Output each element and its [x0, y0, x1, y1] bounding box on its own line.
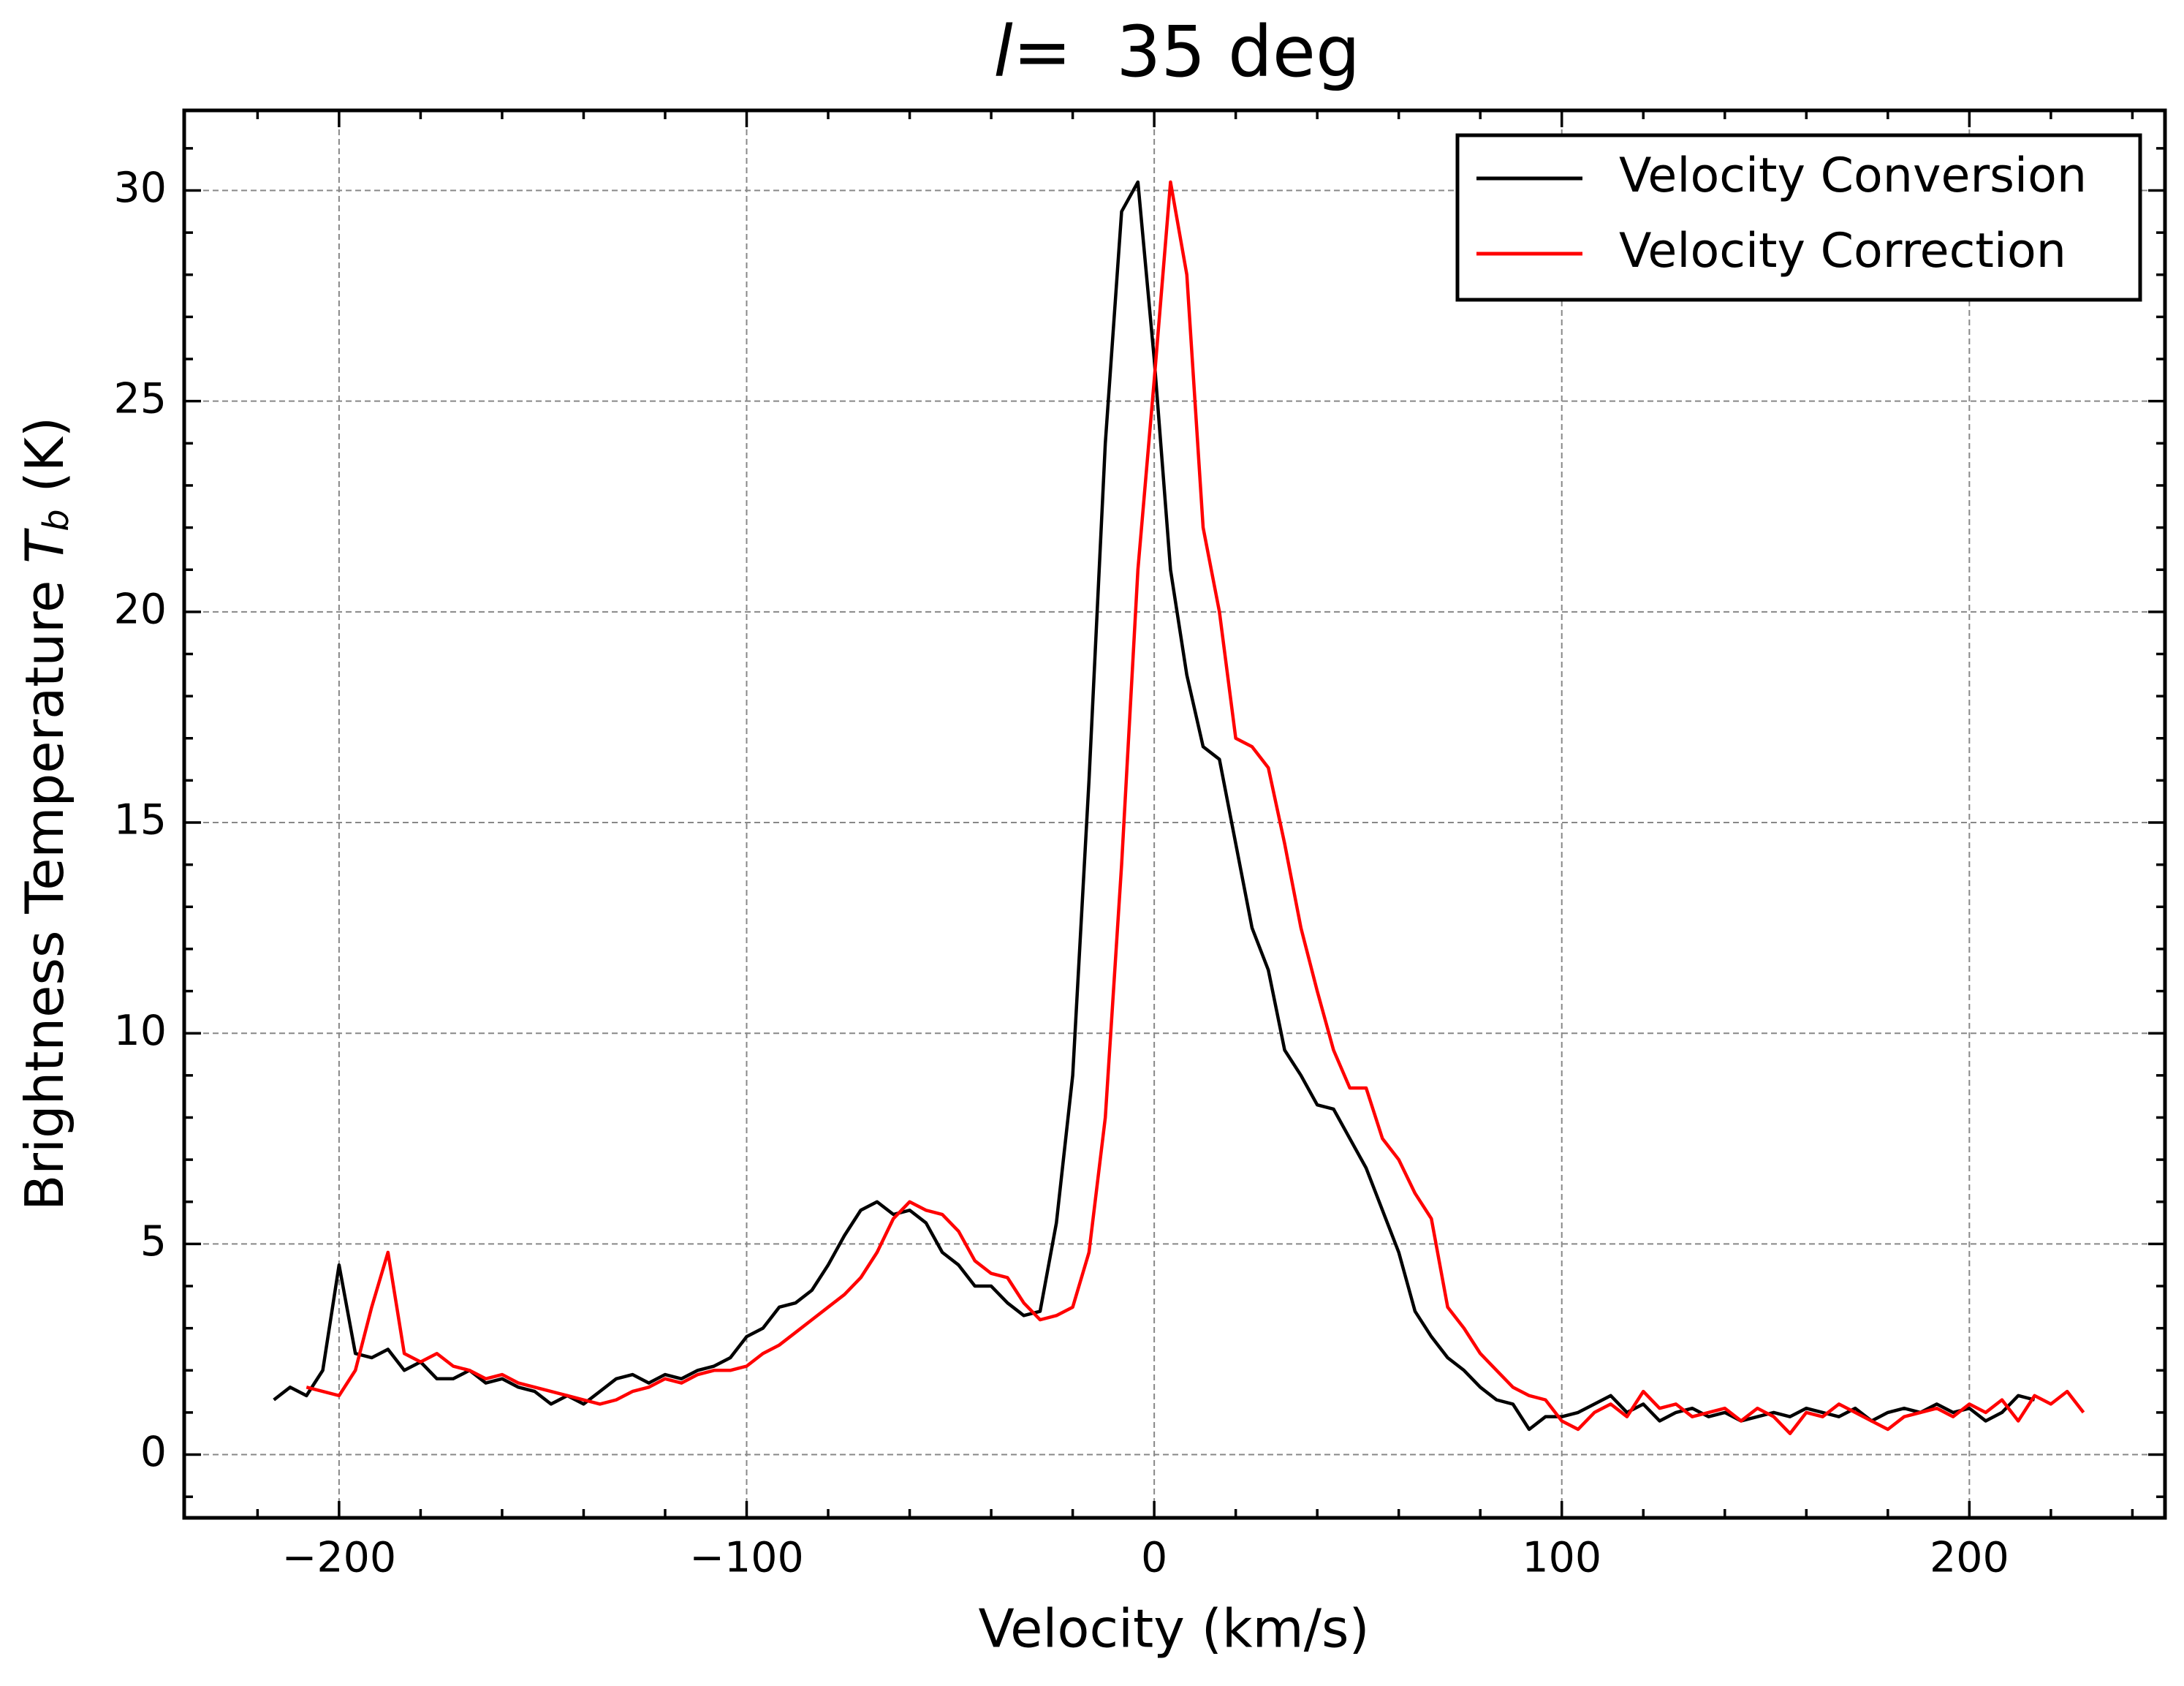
y-axis-label: Brightness Temperature Tb (K)	[14, 417, 77, 1211]
data-line	[306, 180, 2085, 1435]
y-tick-label: 0	[140, 1428, 167, 1476]
x-tick-label: 200	[1930, 1534, 2009, 1582]
plot-frame	[182, 108, 2167, 1520]
chart-title: l= 35 deg	[993, 11, 1360, 93]
y-label-unit: (K)	[14, 417, 75, 509]
x-axis-label: Velocity (km/s)	[978, 1598, 1369, 1660]
title-variable: l	[993, 11, 1013, 93]
y-label-sub: b	[36, 509, 77, 531]
x-tick-label: −200	[282, 1534, 397, 1582]
x-tick-label: 100	[1522, 1534, 1601, 1582]
y-tick-label: 20	[113, 585, 167, 633]
y-tick-label: 30	[113, 164, 167, 212]
x-tick-label: −100	[689, 1534, 804, 1582]
y-tick-label: 15	[113, 796, 167, 844]
y-tick-label: 25	[113, 374, 167, 423]
y-label-var: T	[14, 528, 75, 564]
title-text: = 35 deg	[1013, 11, 1360, 93]
x-tick-label: 0	[1141, 1534, 1167, 1582]
y-tick-label: 10	[113, 1007, 167, 1055]
legend: Velocity Conversion Velocity Correction	[1455, 133, 2142, 302]
legend-box	[1455, 133, 2142, 302]
y-tick-label: 5	[140, 1217, 167, 1266]
y-label-text: Brightness Temperature	[14, 564, 75, 1211]
legend-label: Velocity Correction	[1619, 224, 2066, 279]
legend-label: Velocity Conversion	[1619, 148, 2087, 203]
